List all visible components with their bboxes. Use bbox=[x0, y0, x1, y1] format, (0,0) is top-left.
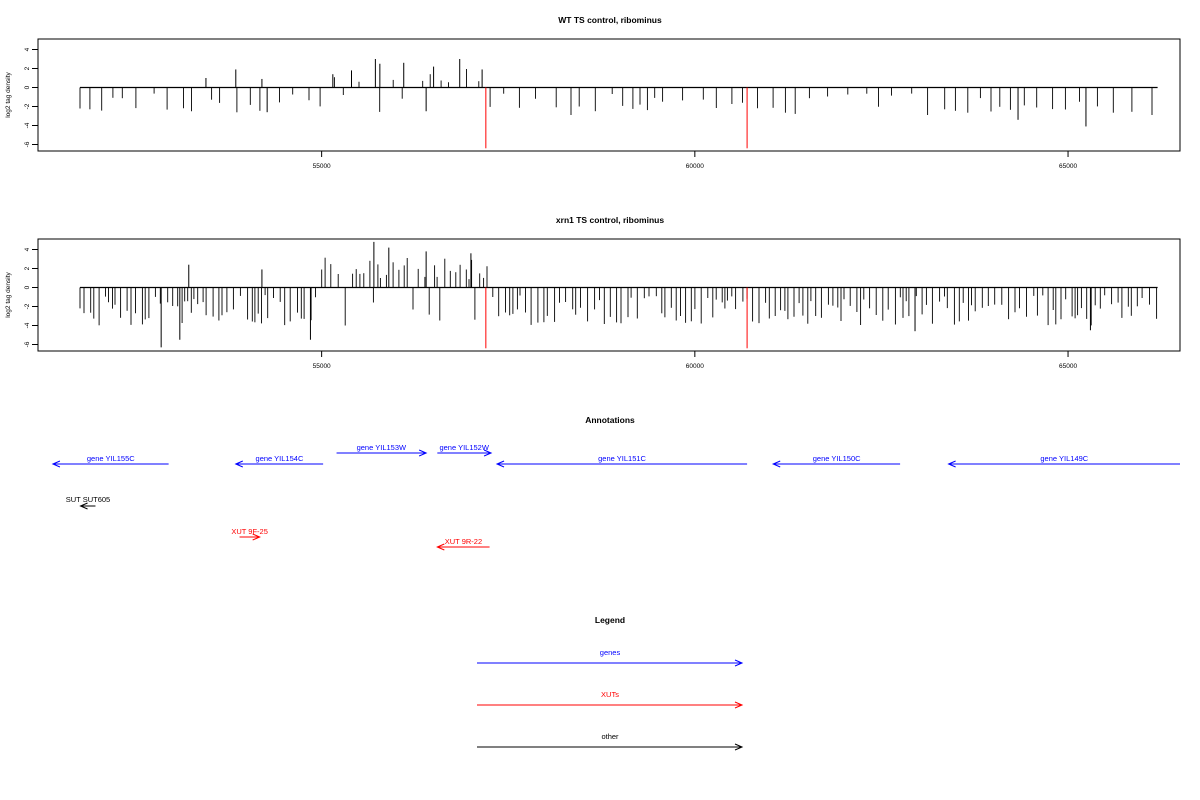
legend-item: genes bbox=[477, 648, 744, 667]
gene-arrow-label: gene YIL151C bbox=[598, 454, 646, 463]
wt-x-tick-label: 60000 bbox=[686, 163, 704, 170]
xrn1-y-tick-label: 4 bbox=[24, 247, 31, 251]
gene-arrow-label: gene YIL150C bbox=[813, 454, 861, 463]
gene-arrow-arrowhead bbox=[495, 460, 505, 468]
wt-y-tick-label: 2 bbox=[24, 66, 31, 70]
xut-arrow: XUT 9F-25 bbox=[231, 527, 268, 541]
legend-arrowhead bbox=[734, 659, 744, 667]
annotations-title: Annotations bbox=[585, 415, 635, 425]
gene-arrow-label: gene YIL149C bbox=[1040, 454, 1088, 463]
other-arrow-label: SUT SUT605 bbox=[66, 495, 110, 504]
gene-arrow-arrowhead bbox=[234, 460, 243, 468]
xrn1-track-panel: xrn1 TS control, ribominus log2 tag dens… bbox=[5, 215, 1181, 370]
legend-panel: Legend genes XUTs other bbox=[477, 615, 744, 751]
gene-arrow: gene YIL155C bbox=[51, 454, 169, 468]
gene-arrow: gene YIL154C bbox=[234, 454, 324, 468]
xrn1-y-tick-label: 0 bbox=[24, 285, 31, 289]
legend-arrowhead bbox=[734, 743, 744, 751]
gene-arrow-arrowhead bbox=[947, 460, 956, 468]
xrn1-x-tick-label: 65000 bbox=[1059, 363, 1077, 370]
legend-item: other bbox=[477, 732, 744, 751]
xut-arrow-label: XUT 9F-25 bbox=[231, 527, 268, 536]
xrn1-x-tick-label: 60000 bbox=[686, 363, 704, 370]
gene-arrow-arrowhead bbox=[51, 460, 61, 468]
xrn1-y-tick-label: -2 bbox=[24, 303, 31, 309]
gene-arrow-label: gene YIL153W bbox=[357, 443, 407, 452]
xut-arrow: XUT 9R-22 bbox=[436, 537, 490, 551]
gene-arrow-arrowhead bbox=[771, 460, 781, 468]
legend-label: XUTs bbox=[601, 690, 619, 699]
wt-plot-frame bbox=[37, 38, 1181, 152]
legend-items: genes XUTs other bbox=[477, 648, 744, 751]
xrn1-axes: 4 2 0 -2 -4 -6 55000 60000 65000 bbox=[24, 247, 1077, 370]
legend-label: genes bbox=[600, 648, 621, 657]
wt-y-tick-label: -4 bbox=[24, 122, 31, 128]
wt-y-tick-label: 4 bbox=[24, 47, 31, 51]
gene-arrow: gene YIL152W bbox=[437, 443, 493, 457]
gene-arrow: gene YIL149C bbox=[947, 454, 1180, 468]
legend-arrowhead bbox=[734, 701, 744, 709]
xut-arrow-arrowhead bbox=[436, 543, 445, 551]
xrn1-y-axis-label: log2 tag density bbox=[5, 271, 12, 317]
gene-arrow-label: gene YIL155C bbox=[87, 454, 135, 463]
wt-y-tick-label: -2 bbox=[24, 103, 31, 109]
gene-arrow: gene YIL150C bbox=[771, 454, 901, 468]
other-arrow: SUT SUT605 bbox=[66, 495, 110, 510]
xrn1-y-tick-label: 2 bbox=[24, 266, 31, 270]
wt-track-panel: WT TS control, ribominus log2 tag densit… bbox=[5, 15, 1181, 170]
legend-label: other bbox=[601, 732, 619, 741]
xrn1-track-title: xrn1 TS control, ribominus bbox=[556, 215, 664, 225]
xut-arrow-label: XUT 9R-22 bbox=[445, 537, 482, 546]
wt-y-axis-label: log2 tag density bbox=[5, 71, 12, 117]
xrn1-y-tick-label: -4 bbox=[24, 322, 31, 328]
gene-arrow-arrowhead bbox=[483, 449, 493, 457]
xut-arrow-arrowhead bbox=[252, 533, 261, 541]
gene-arrow-arrowhead bbox=[418, 449, 428, 457]
gene-arrow: gene YIL153W bbox=[336, 443, 428, 457]
wt-x-tick-label: 65000 bbox=[1059, 163, 1077, 170]
gene-arrow-label: gene YIL154C bbox=[256, 454, 304, 463]
wt-x-tick-label: 55000 bbox=[313, 163, 331, 170]
wt-y-tick-label: -6 bbox=[24, 141, 31, 147]
gene-arrow: gene YIL151C bbox=[495, 454, 748, 468]
legend-title: Legend bbox=[595, 615, 625, 625]
annotation-features: gene YIL155C gene YIL154C gene YIL153W gene… bbox=[51, 443, 1180, 551]
wt-axes: 4 2 0 -2 -4 -6 55000 60000 65000 bbox=[24, 47, 1077, 170]
wt-density-bars bbox=[79, 59, 1158, 149]
annotations-panel: Annotations gene YIL155C gene YIL154Cgene… bbox=[51, 415, 1180, 551]
wt-y-tick-label: 0 bbox=[24, 85, 31, 89]
gene-arrow-label: gene YIL152W bbox=[439, 443, 489, 452]
xrn1-x-tick-label: 55000 bbox=[313, 363, 331, 370]
wt-track-title: WT TS control, ribominus bbox=[558, 15, 662, 25]
xrn1-density-bars bbox=[79, 241, 1158, 349]
xrn1-y-tick-label: -6 bbox=[24, 341, 31, 347]
legend-item: XUTs bbox=[477, 690, 744, 709]
other-arrow-arrowhead bbox=[79, 502, 88, 510]
